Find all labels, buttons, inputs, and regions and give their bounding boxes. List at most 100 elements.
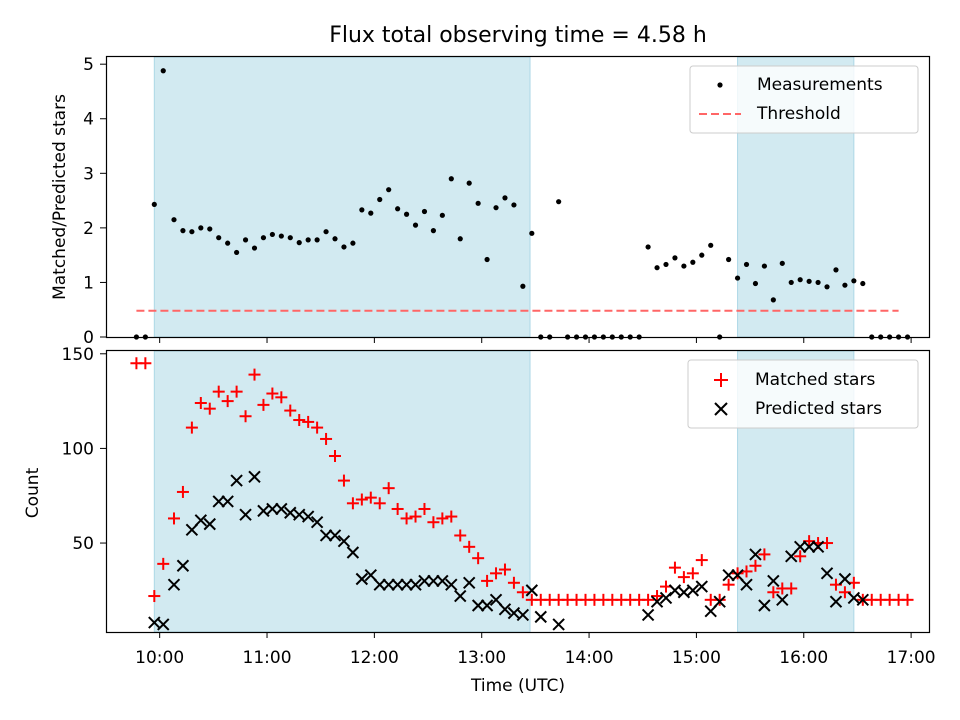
top-y-ticks: 0 1 2 3 4 5	[83, 55, 106, 348]
matched-point	[686, 567, 699, 580]
measurement-point	[502, 195, 508, 201]
matched-point	[901, 593, 914, 606]
matched-point	[758, 548, 771, 561]
measurement-point	[645, 244, 651, 250]
measurement-point	[323, 229, 329, 235]
predicted-point	[275, 502, 288, 516]
measurement-point	[350, 240, 356, 246]
measurement-point	[198, 225, 204, 231]
measurement-point	[681, 263, 687, 269]
matched-point	[239, 410, 252, 423]
predicted-point	[641, 608, 655, 622]
predicted-point	[811, 540, 825, 554]
predicted-point	[248, 470, 261, 484]
legend-threshold-label: Threshold	[756, 104, 841, 124]
matched-point	[346, 497, 359, 510]
predicted-point	[418, 574, 431, 588]
x-tick-label: 17:00	[887, 648, 936, 668]
top-panel: 0 1 2 3 4 5 Matched/Predicted stars Measureme…	[50, 55, 931, 348]
predicted-point	[400, 578, 413, 591]
y-tick-label: 150	[62, 345, 94, 365]
matched-point	[320, 432, 333, 445]
predicted-point	[776, 593, 789, 607]
predicted-point	[480, 599, 494, 612]
matched-point	[418, 502, 431, 515]
x-tick-label: 14:00	[565, 648, 614, 668]
matched-point	[427, 516, 440, 529]
legend-measurement-marker	[717, 82, 723, 88]
predicted-point	[364, 569, 377, 582]
measurement-point	[412, 222, 419, 228]
matched-point	[731, 567, 744, 580]
predicted-point	[793, 540, 807, 554]
top-y-axis-label: Matched/Predicted stars	[50, 94, 70, 300]
measurement-point	[743, 261, 750, 268]
measurement-point	[663, 261, 669, 268]
x-tick-label: 10:00	[135, 648, 184, 668]
matched-point	[481, 574, 494, 587]
predicted-point	[462, 576, 476, 589]
measurement-point	[421, 208, 428, 215]
top-axes-frame	[105, 55, 931, 339]
predicted-point	[319, 529, 333, 542]
measurement-point	[806, 278, 812, 284]
measurement-point	[251, 245, 258, 251]
matched-point	[284, 404, 297, 417]
measurement-point	[430, 228, 437, 234]
matched-point	[275, 391, 288, 404]
matched-point	[221, 395, 234, 408]
matched-point	[400, 512, 413, 525]
measurement-point	[493, 205, 499, 211]
x-axis-label: Time (UTC)	[470, 676, 565, 696]
bottom-axes-frame	[105, 349, 931, 634]
measurement-point	[403, 211, 410, 217]
y-tick-label: 3	[83, 164, 94, 184]
measurement-point	[287, 235, 293, 241]
matched-point	[148, 590, 161, 603]
matched-point	[785, 582, 798, 595]
legend-matched-marker	[714, 373, 728, 387]
shaded-span	[153, 350, 531, 633]
measurement-point	[377, 196, 383, 203]
predicted-point	[785, 550, 798, 563]
matched-point	[767, 586, 780, 599]
matched-point	[668, 561, 681, 574]
predicted-point	[445, 578, 458, 591]
matched-point	[722, 578, 735, 591]
predicted-point	[266, 502, 279, 516]
measurement-point	[520, 283, 526, 289]
predicted-point	[203, 517, 216, 531]
predicted-point	[722, 569, 735, 582]
measurement-point	[359, 207, 365, 213]
predicted-point	[346, 546, 360, 559]
x-tick-label: 11:00	[243, 648, 292, 668]
top-shaded-spans	[153, 56, 855, 338]
top-legend: Measurements Threshold	[689, 65, 919, 134]
measurement-point	[788, 279, 794, 286]
measurement-point	[654, 265, 660, 271]
predicted-point	[740, 578, 753, 591]
matched-point	[139, 357, 152, 370]
matched-point	[203, 402, 216, 415]
measurement-point	[475, 200, 481, 206]
measurement-point	[457, 236, 463, 242]
predicted-point	[516, 608, 530, 622]
matched-point	[355, 493, 368, 506]
predicted-point	[650, 595, 664, 608]
measurement-point	[180, 228, 186, 234]
matched-point	[436, 512, 449, 525]
predicted-point	[373, 578, 386, 591]
y-tick-label: 50	[72, 534, 94, 554]
predicted-point	[829, 595, 843, 608]
predicted-point	[525, 584, 539, 597]
measurement-point	[171, 217, 177, 223]
matched-point	[516, 586, 529, 599]
matched-point	[695, 554, 708, 567]
matched-point	[337, 474, 350, 487]
predicted-point	[704, 604, 717, 618]
y-tick-label: 2	[83, 219, 94, 239]
predicted-point	[221, 495, 234, 508]
measurement-point	[734, 275, 741, 281]
predicted-point	[436, 574, 449, 588]
